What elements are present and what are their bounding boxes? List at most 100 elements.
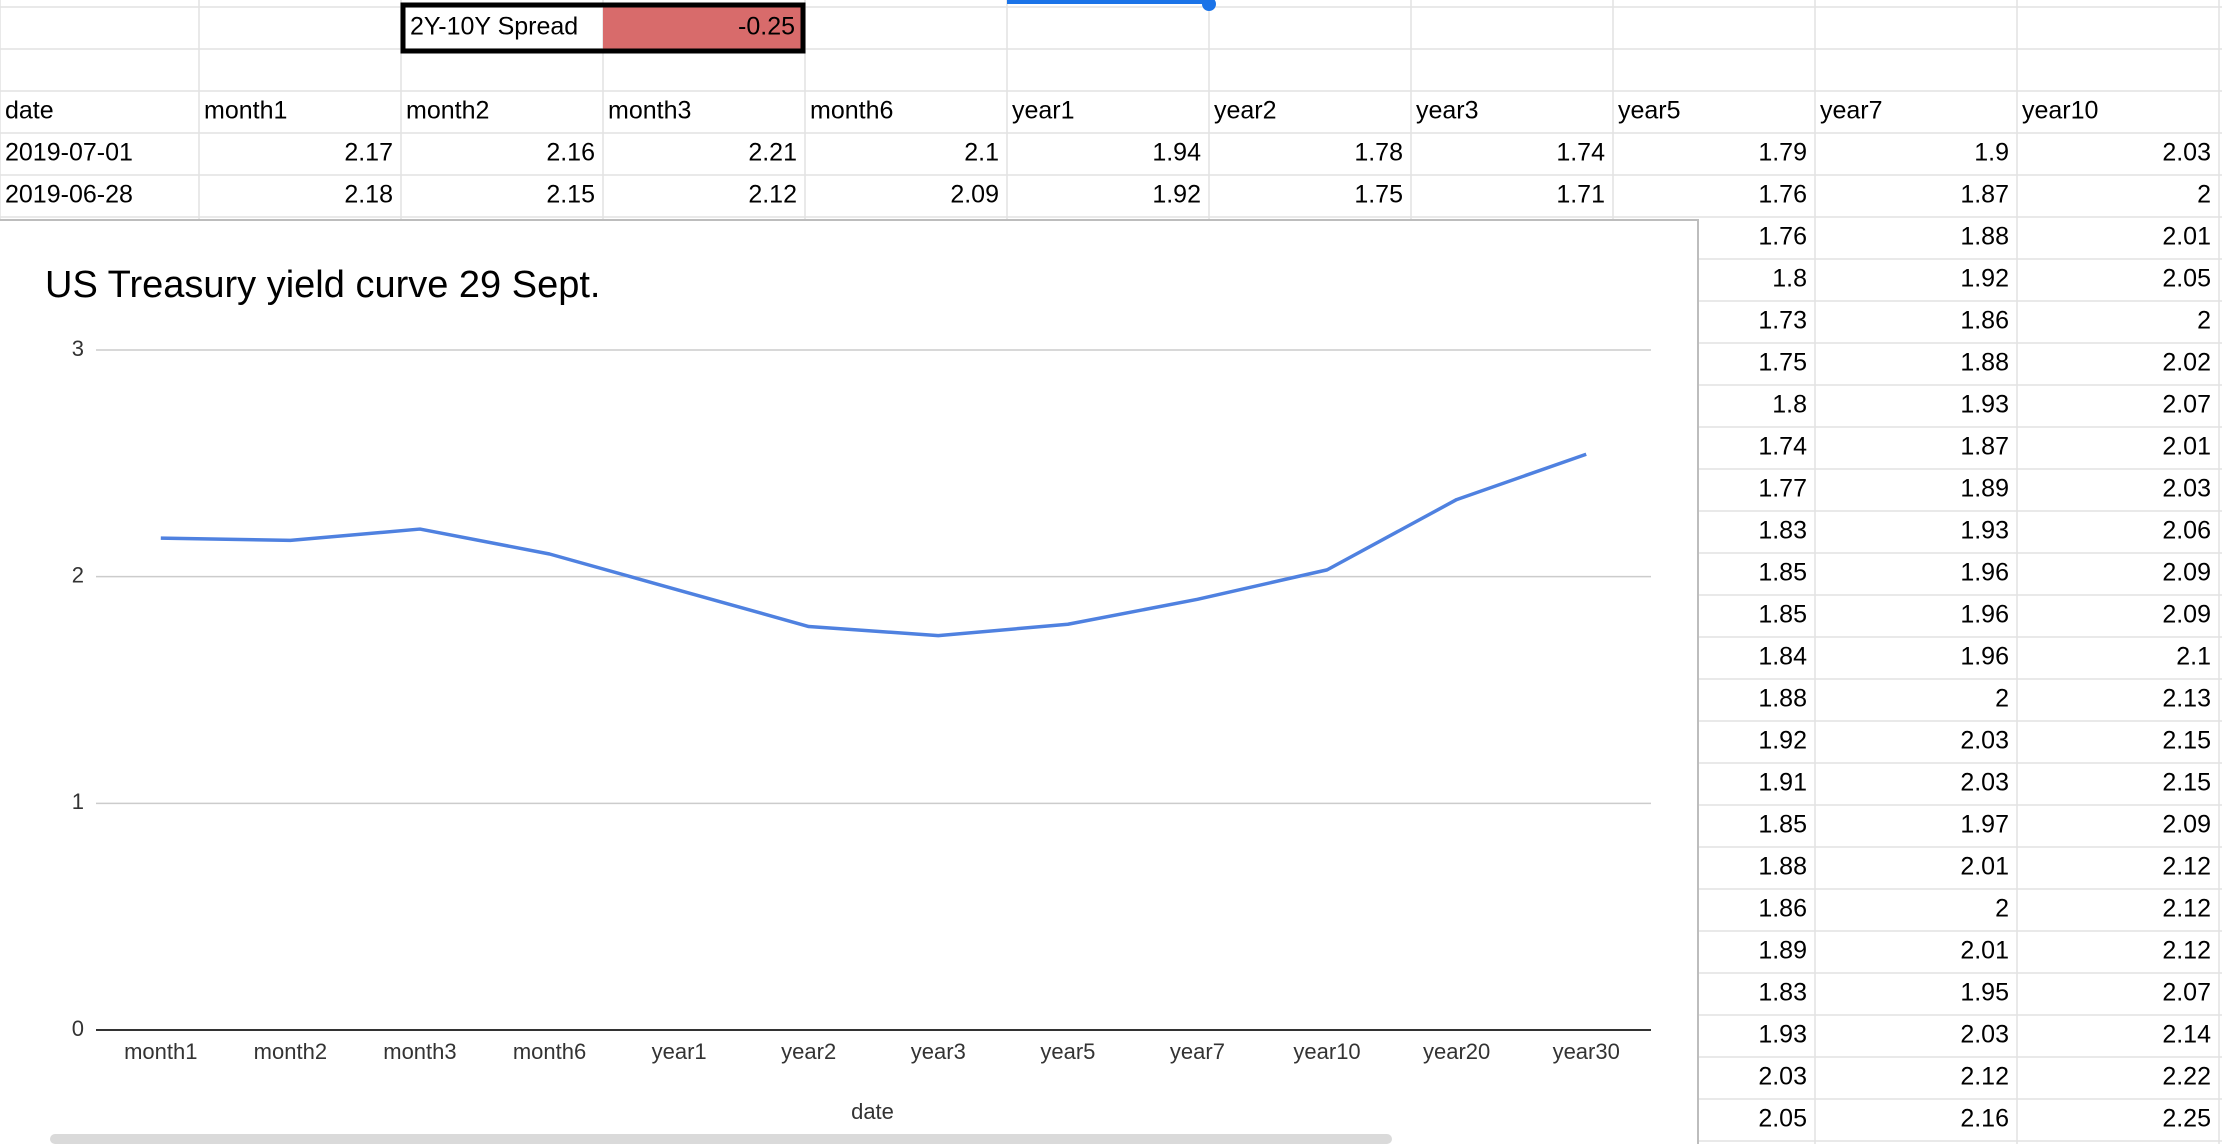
spread-box xyxy=(400,2,806,54)
column-header: year3 xyxy=(1416,97,1479,125)
cell-number: 1.71 xyxy=(1556,181,1605,209)
cell-number: 2 xyxy=(1995,685,2009,713)
cell-number: 2.18 xyxy=(344,181,393,209)
spread-value: -0.25 xyxy=(738,13,795,41)
cell-number: 1.85 xyxy=(1758,559,1807,587)
cell-number: 1.83 xyxy=(1758,979,1807,1007)
cell-number: 2.13 xyxy=(2162,685,2211,713)
x-tick-label: month3 xyxy=(383,1039,456,1064)
cell-number: 1.86 xyxy=(1758,895,1807,923)
cell-number: 1.84 xyxy=(1758,643,1807,671)
cell-number: 1.92 xyxy=(1758,727,1807,755)
cell-number: 2.12 xyxy=(1960,1063,2009,1091)
column-header: year10 xyxy=(2022,97,2098,125)
cell-number: 2.12 xyxy=(2162,937,2211,965)
cell-number: 1.92 xyxy=(1152,181,1201,209)
cell-number: 1.75 xyxy=(1758,349,1807,377)
cell-number: 1.79 xyxy=(1758,139,1807,167)
chart-title: US Treasury yield curve 29 Sept. xyxy=(45,264,600,306)
cell-number: 2.12 xyxy=(2162,853,2211,881)
y-tick-label: 2 xyxy=(72,562,84,587)
cell-number: 1.94 xyxy=(1152,139,1201,167)
cell-number: 1.88 xyxy=(1960,349,2009,377)
cell-number: 2.15 xyxy=(546,181,595,209)
cell-number: 1.85 xyxy=(1758,811,1807,839)
cell-number: 1.9 xyxy=(1974,139,2009,167)
cell-number: 1.89 xyxy=(1960,475,2009,503)
column-header: month1 xyxy=(204,97,287,125)
cell-number: 1.8 xyxy=(1772,265,1807,293)
x-tick-label: year30 xyxy=(1553,1039,1620,1064)
column-header: year5 xyxy=(1618,97,1681,125)
cell-number: 1.97 xyxy=(1960,811,2009,839)
cell-number: 2.21 xyxy=(748,139,797,167)
cell-number: 2.07 xyxy=(2162,391,2211,419)
cell-number: 2.16 xyxy=(1960,1105,2009,1133)
cell-number: 2.25 xyxy=(2162,1105,2211,1133)
cell-number: 2.1 xyxy=(2176,643,2211,671)
cell-number: 2.17 xyxy=(344,139,393,167)
cell-number: 1.93 xyxy=(1960,391,2009,419)
cell-number: 2 xyxy=(2197,307,2211,335)
cell-number: 1.88 xyxy=(1758,685,1807,713)
spread-label: 2Y-10Y Spread xyxy=(410,13,578,41)
cell-number: 2.03 xyxy=(1960,727,2009,755)
cell-number: 2.03 xyxy=(1960,1021,2009,1049)
cell-number: 1.76 xyxy=(1758,181,1807,209)
cell-number: 2.05 xyxy=(2162,265,2211,293)
cell-number: 1.95 xyxy=(1960,979,2009,1007)
cell-number: 2.03 xyxy=(1960,769,2009,797)
cell-number: 1.87 xyxy=(1960,433,2009,461)
cell-number: 2.15 xyxy=(2162,727,2211,755)
cell-number: 2.03 xyxy=(2162,475,2211,503)
cell-number: 1.92 xyxy=(1960,265,2009,293)
cell-number: 1.96 xyxy=(1960,559,2009,587)
x-tick-label: month2 xyxy=(254,1039,327,1064)
column-header: month3 xyxy=(608,97,691,125)
cell-number: 2 xyxy=(2197,181,2211,209)
spread-value-cell xyxy=(603,7,805,49)
cell-number: 1.87 xyxy=(1960,181,2009,209)
cell-number: 2.12 xyxy=(2162,895,2211,923)
cell-number: 1.88 xyxy=(1960,223,2009,251)
cell-number: 2.09 xyxy=(2162,601,2211,629)
x-tick-label: year3 xyxy=(911,1039,966,1064)
scrollbar xyxy=(50,1134,1392,1144)
cell-date: 2019-07-01 xyxy=(5,139,133,167)
cell-number: 2.01 xyxy=(1960,937,2009,965)
x-tick-label: month6 xyxy=(513,1039,586,1064)
cell-number: 2.09 xyxy=(2162,559,2211,587)
cell-number: 1.73 xyxy=(1758,307,1807,335)
cell-number: 1.83 xyxy=(1758,517,1807,545)
cell-number: 1.96 xyxy=(1960,643,2009,671)
cell-number: 2.06 xyxy=(2162,517,2211,545)
x-tick-label: year1 xyxy=(652,1039,707,1064)
cell-number: 2.09 xyxy=(2162,811,2211,839)
cell-number: 1.96 xyxy=(1960,601,2009,629)
cell-number: 1.77 xyxy=(1758,475,1807,503)
y-tick-label: 3 xyxy=(72,336,84,361)
cell-number: 1.89 xyxy=(1758,937,1807,965)
cell-number: 2.16 xyxy=(546,139,595,167)
x-tick-label: year2 xyxy=(781,1039,836,1064)
x-tick-label: year10 xyxy=(1293,1039,1360,1064)
cell-number: 1.74 xyxy=(1758,433,1807,461)
cell-number: 1.88 xyxy=(1758,853,1807,881)
cell-date: 2019-06-28 xyxy=(5,181,133,209)
cell-number: 2.01 xyxy=(2162,433,2211,461)
cell-number: 2.15 xyxy=(2162,769,2211,797)
selection-handle xyxy=(1202,0,1216,11)
cell-number: 1.76 xyxy=(1758,223,1807,251)
cell-number: 2.12 xyxy=(748,181,797,209)
cell-number: 1.8 xyxy=(1772,391,1807,419)
series-line xyxy=(160,452,1587,638)
cell-number: 1.91 xyxy=(1758,769,1807,797)
chart-frame xyxy=(0,219,1699,1144)
x-tick-label: year20 xyxy=(1423,1039,1490,1064)
x-tick-label: month1 xyxy=(124,1039,197,1064)
column-header: year7 xyxy=(1820,97,1883,125)
cell-number: 1.86 xyxy=(1960,307,2009,335)
cell-number: 1.85 xyxy=(1758,601,1807,629)
